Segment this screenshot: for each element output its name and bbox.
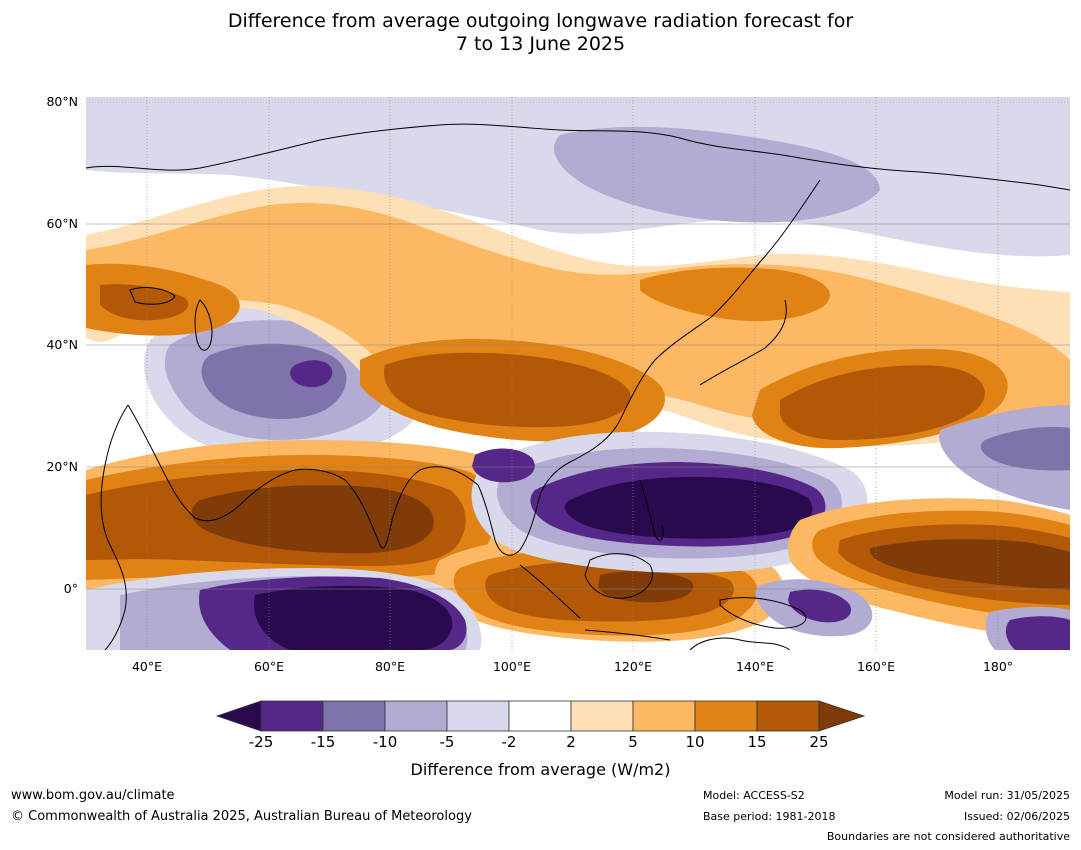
- colorbar-tick-15: 15: [747, 733, 767, 751]
- coastlines: [86, 123, 1070, 650]
- coastline-black-sea: [129, 287, 176, 305]
- anomaly-region-sw-pacific-peak: [869, 539, 1070, 590]
- anomaly-region-siberia-core: [554, 126, 880, 223]
- colorbar-bin-9: [756, 700, 820, 732]
- footer-issued: Issued: 02/06/2025: [963, 810, 1070, 823]
- anomaly-region-central-asia-peak: [290, 360, 333, 388]
- coastline-philippines: [639, 479, 664, 541]
- anomaly-region-india-peak: [191, 485, 434, 554]
- colorbar-bin-2: [322, 700, 386, 732]
- footer-url[interactable]: www.bom.gov.au/climate: [11, 788, 175, 803]
- chart-title: Difference from average outgoing longwav…: [0, 10, 1081, 56]
- anomaly-field: [86, 97, 1070, 650]
- colorbar-bin-5: [508, 700, 572, 732]
- gridlines: [86, 97, 1070, 650]
- coastline-japan: [699, 299, 787, 386]
- colorbar: [215, 700, 866, 732]
- coastline-australia: [689, 637, 791, 650]
- colorbar-bin-8: [694, 700, 758, 732]
- coastline-india: [294, 466, 479, 549]
- footer-model: Model: ACCESS-S2: [703, 789, 805, 802]
- coastline-africa: [100, 404, 129, 650]
- anomaly-region-europe-hot: [100, 284, 189, 321]
- coastline-new-guinea: [719, 597, 807, 629]
- lat-label-80n: 80°N: [46, 94, 78, 109]
- coastline-east-asia: [539, 179, 821, 496]
- lon-label-100e: 100°E: [492, 659, 531, 674]
- coastline-borneo: [584, 553, 653, 599]
- colorbar-tick-minus-25: -25: [248, 733, 274, 751]
- lat-label-40n: 40°N: [46, 337, 78, 352]
- coastline-arctic: [86, 123, 1070, 191]
- anomaly-region-indian-ocean-core: [254, 585, 453, 650]
- colorbar-bin-4: [446, 700, 510, 732]
- lat-label-20n: 20°N: [46, 459, 78, 474]
- lat-label-60n: 60°N: [46, 216, 78, 231]
- colorbar-tick-2: 2: [566, 733, 576, 751]
- anomaly-region-philippines-core: [564, 476, 813, 539]
- colorbar-extend-low: [215, 700, 262, 732]
- footer-base-period: Base period: 1981-2018: [703, 810, 836, 823]
- lat-label-0: 0°: [63, 581, 78, 596]
- lon-label-40e: 40°E: [131, 659, 163, 674]
- colorbar-bin-7: [632, 700, 696, 732]
- footer-disclaimer: Boundaries are not considered authoritat…: [826, 830, 1070, 843]
- coastline-java: [584, 629, 671, 641]
- anomaly-region-new-guinea-core: [788, 589, 851, 623]
- colorbar-bin-3: [384, 700, 448, 732]
- anomaly-region-japan-warm: [640, 267, 830, 322]
- title-line-1: Difference from average outgoing longwav…: [227, 10, 854, 32]
- lon-label-120e: 120°E: [613, 659, 652, 674]
- lon-label-160e: 160°E: [856, 659, 895, 674]
- colorbar-tick-minus-10: -10: [372, 733, 398, 751]
- anomaly-region-pacific-hot: [779, 365, 985, 440]
- lon-label-60e: 60°E: [253, 659, 285, 674]
- coastline-caspian: [194, 299, 213, 351]
- anomaly-region-maritime-peak: [598, 570, 694, 603]
- lon-label-80e: 80°E: [374, 659, 406, 674]
- coastline-sumatra: [519, 564, 581, 619]
- coastline-indochina: [477, 484, 541, 556]
- anomaly-region-pacific-east-core: [980, 426, 1070, 471]
- anomaly-region-china-hot: [384, 352, 631, 428]
- colorbar-bin-6: [570, 700, 634, 732]
- lon-label-180: 180°: [982, 659, 1014, 674]
- colorbar-tick-minus-2: -2: [501, 733, 517, 751]
- title-line-2: 7 to 13 June 2025: [455, 33, 626, 55]
- footer-copyright: © Commonwealth of Australia 2025, Austra…: [11, 809, 472, 824]
- lon-label-140e: 140°E: [735, 659, 774, 674]
- colorbar-tick-5: 5: [628, 733, 638, 751]
- colorbar-tick-minus-5: -5: [439, 733, 455, 751]
- footer-model-run: Model run: 31/05/2025: [944, 789, 1070, 802]
- coastline-arabia: [127, 404, 296, 522]
- colorbar-label: Difference from average (W/m2): [410, 760, 671, 779]
- colorbar-tick-minus-15: -15: [310, 733, 336, 751]
- colorbar-tick-25: 25: [809, 733, 829, 751]
- anomaly-region-se-pacific-core: [1005, 616, 1070, 650]
- colorbar-bin-1: [260, 700, 324, 732]
- colorbar-tick-10: 10: [685, 733, 705, 751]
- colorbar-extend-high: [818, 700, 866, 732]
- anomaly-region-south-china-sea: [472, 448, 535, 483]
